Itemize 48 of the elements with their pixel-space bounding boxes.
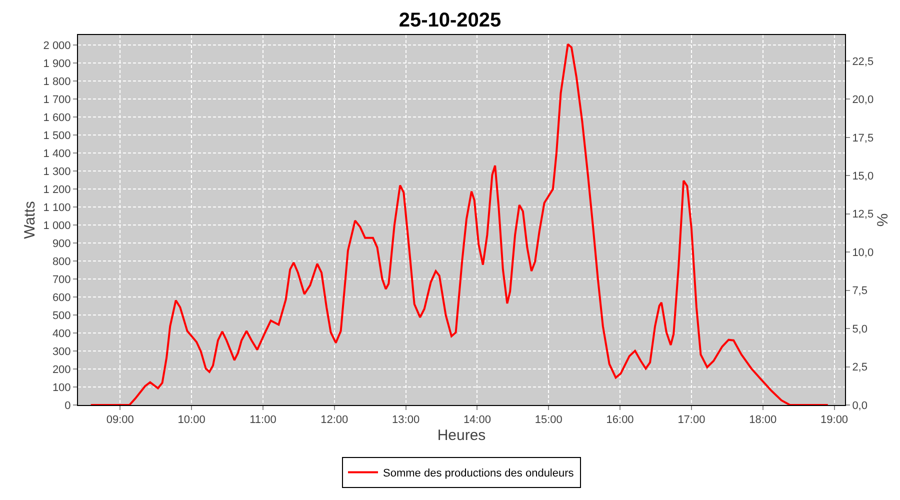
x-tick-label: 17:00 [678,414,706,426]
y-tick-label: 900 [52,238,71,250]
y2-tick-label: 20,0 [852,94,874,106]
y2-tick-label: 17,5 [852,132,874,144]
legend-label: Somme des productions des onduleurs [383,468,574,480]
x-tick-label: 14:00 [463,414,491,426]
x-tick-label: 16:00 [606,414,634,426]
y2-tick-label: 5,0 [852,323,868,336]
y-tick-label: 1 900 [43,58,71,70]
y2-tick-label: 22,5 [852,56,874,68]
y-tick-label: 600 [52,292,71,304]
y-tick-label: 0 [64,400,71,412]
y2-tick-label: 15,0 [852,170,874,183]
y2-tick-label: 10,0 [852,246,874,259]
x-tick-label: 15:00 [534,414,562,426]
y2-tick-label: 0,0 [852,400,868,412]
y-tick-label: 500 [52,310,71,322]
y-tick-label: 700 [52,274,71,286]
x-tick-label: 09:00 [106,414,134,426]
y-tick-label: 1 300 [43,166,71,178]
x-tick-label: 10:00 [178,414,206,426]
y-tick-label: 200 [52,364,71,376]
y-tick-label: 800 [52,256,71,268]
y-tick-label: 400 [52,328,71,340]
y-tick-label: 1 800 [43,76,71,88]
chart-title: 25-10-2025 [398,10,502,32]
y-tick-label: 1 000 [43,220,71,232]
x-tick-label: 12:00 [320,414,348,426]
y-tick-label: 1 600 [43,112,71,124]
y-tick-label: 1 500 [43,130,71,142]
y-tick-label: 1 400 [43,148,71,160]
y-tick-label: 2 000 [43,40,71,52]
x-tick-label: 13:00 [392,414,420,426]
x-tick-label: 18:00 [749,414,777,426]
y-tick-label: 1 700 [43,94,71,106]
y2-axis-title: % [874,213,892,227]
x-tick-label: 11:00 [250,414,276,426]
x-tick-label: 19:00 [820,414,848,426]
y-axis-title: Watts [22,201,39,239]
y-tick-label: 300 [52,346,71,358]
line-series [90,43,829,405]
y2-tick-label: 2,5 [852,362,868,374]
y2-tick-label: 12,5 [852,208,874,221]
y-tick-label: 100 [52,382,71,394]
x-axis-title: Heures [437,427,486,444]
y-tick-label: 1 200 [43,184,71,196]
y-tick-label: 1 100 [43,202,71,214]
y2-tick-label: 7,5 [852,285,868,298]
